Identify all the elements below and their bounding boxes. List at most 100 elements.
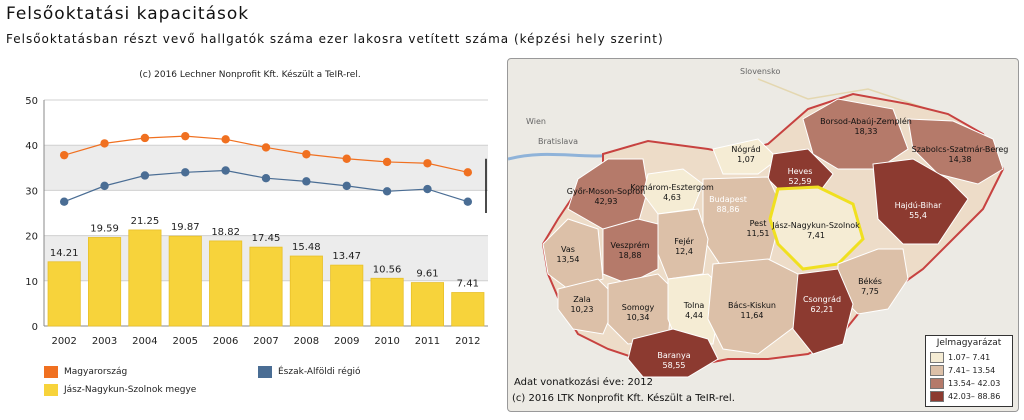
series-point: [423, 184, 432, 194]
grid-band: [44, 145, 488, 191]
series-point: [59, 197, 69, 206]
map-year-note: Adat vonatkozási éve: 2012: [514, 377, 653, 388]
x-tick-label: 2003: [92, 336, 117, 347]
series-point: [140, 171, 150, 180]
map-legend-row: 42.03– 88.86: [930, 391, 1000, 402]
series-point: [261, 143, 271, 152]
bar: [370, 277, 404, 327]
bar: [289, 255, 323, 327]
county-csongrad[interactable]: [792, 268, 854, 355]
series-point: [382, 157, 392, 167]
county-vas[interactable]: [542, 218, 604, 290]
map-legend: Jelmagyarázat 1.07– 7.41 7.41– 13.54 13.…: [925, 335, 1013, 407]
series-point: [100, 139, 109, 148]
county-baranya[interactable]: [627, 328, 719, 378]
county-zala[interactable]: [557, 278, 619, 335]
county-nograd[interactable]: [712, 138, 779, 175]
bar-value-label: 14.21: [50, 248, 79, 259]
page-subtitle: Felsőoktatásban részt vevő hallgatók szá…: [6, 32, 664, 46]
x-tick-label: 2006: [213, 336, 238, 347]
legend-label: Jász-Nagykun-Szolnok megye: [64, 385, 197, 395]
county-label: Heves 52,59: [787, 167, 813, 186]
map-road: [757, 78, 929, 110]
county-label: Vas 13,54: [556, 245, 580, 264]
legend-item-hungary: Magyarország: [44, 366, 127, 378]
bar-value-label: 9.61: [416, 269, 438, 280]
legend-swatch: [258, 366, 272, 378]
map-legend-row: 1.07– 7.41: [930, 352, 990, 363]
y-tick-label: 10: [25, 277, 38, 288]
county-label: Budapest 88,86: [709, 195, 747, 214]
series-point: [181, 131, 190, 141]
series-point: [382, 187, 392, 196]
county-label: Nógrád 1,07: [731, 145, 761, 164]
county-hajdu-bihar[interactable]: [872, 158, 969, 245]
county-komarom-esztergom[interactable]: [642, 168, 704, 215]
bar: [128, 229, 162, 327]
legend-label: Magyarország: [64, 367, 128, 377]
y-tick-label: 20: [25, 232, 38, 243]
bar-value-label: 18.82: [211, 227, 240, 238]
county-szabolcs[interactable]: [907, 118, 1004, 185]
series-point: [463, 168, 473, 177]
bar: [451, 292, 485, 327]
y-tick-label: 50: [25, 96, 38, 107]
x-tick-label: 2010: [374, 336, 399, 347]
series-point: [100, 181, 109, 191]
bar: [47, 261, 81, 327]
county-label: Csongrád 62,21: [802, 295, 842, 314]
county-label: Somogy 10,34: [621, 303, 655, 322]
map-legend-title: Jelmagyarázat: [936, 338, 1002, 348]
series-point: [261, 173, 271, 183]
bar: [410, 282, 444, 327]
x-tick-label: 2002: [51, 336, 76, 347]
bar-value-label: 13.47: [332, 251, 361, 262]
county-label: Győr-Moson-Sopron 42,93: [566, 187, 646, 206]
map-credit: (c) 2016 LTK Nonprofit Kft. Készült a Te…: [512, 393, 735, 404]
x-tick-label: 2009: [334, 336, 359, 347]
county-label: Jász-Nagykun-Szolnok 7,41: [772, 221, 860, 240]
y-tick-label: 40: [25, 141, 38, 152]
county-borsod[interactable]: [802, 98, 909, 170]
series-point: [221, 135, 230, 144]
series-point: [140, 133, 150, 143]
bar-value-label: 21.25: [131, 216, 160, 227]
county-tolna[interactable]: [667, 273, 724, 345]
bar: [249, 246, 283, 327]
bar: [88, 237, 122, 327]
bar: [330, 264, 364, 327]
x-tick-label: 2008: [294, 336, 319, 347]
county-label: Hajdú-Bihar 55,4: [894, 201, 942, 220]
county-fejer[interactable]: [657, 208, 709, 280]
series-point: [302, 177, 311, 186]
county-label: Tolna 4,44: [683, 301, 705, 320]
county-label: Bács-Kiskun 11,64: [727, 301, 777, 320]
series-point: [302, 150, 311, 159]
county-bacs-kiskun[interactable]: [707, 258, 799, 355]
county-veszprem[interactable]: [602, 218, 659, 285]
series-point: [463, 197, 473, 206]
county-label: Pest 11,51: [746, 219, 770, 238]
bar-line-chart: (c) 2016 Lechner Nonprofit Kft. Készült …: [25, 69, 488, 347]
county-label: Borsod-Abaúj-Zemplén 18,33: [820, 117, 912, 136]
y-tick-label: 30: [25, 186, 38, 197]
chart-credit: (c) 2016 Lechner Nonprofit Kft. Készült …: [139, 69, 360, 80]
y-tick-label: 0: [32, 322, 38, 333]
county-map[interactable]: Slovensko Wien Bratislava Győr-Moson-Sop…: [507, 58, 1019, 412]
series-point: [423, 159, 432, 168]
map-legend-row: 7.41– 13.54: [930, 365, 995, 376]
legend-swatch: [44, 384, 58, 396]
series-point: [59, 150, 69, 160]
bar-value-label: 17.45: [252, 233, 281, 244]
map-context-label: Wien: [526, 117, 546, 126]
map-legend-row: 13.54– 42.03: [930, 378, 1000, 389]
bar: [168, 235, 202, 327]
x-tick-label: 2004: [132, 336, 157, 347]
legend-label: Észak-Alföldi régió: [278, 367, 361, 377]
county-gyor-moson-sopron[interactable]: [567, 158, 649, 230]
bar-value-label: 7.41: [457, 279, 479, 290]
county-label: Békés 7,75: [858, 277, 882, 296]
x-tick-label: 2011: [415, 336, 440, 347]
bar-value-label: 10.56: [373, 264, 402, 275]
series-point: [342, 181, 351, 191]
